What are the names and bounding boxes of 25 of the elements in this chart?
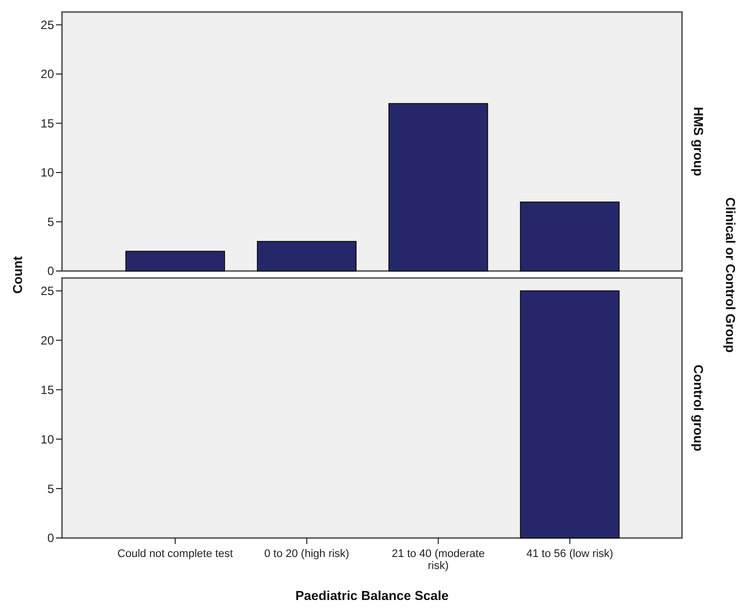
bar [125, 250, 226, 272]
x-tick-label: 0 to 20 (high risk) [264, 548, 350, 560]
y-tick-label: 20 [40, 67, 54, 82]
y-tick-label: 20 [40, 333, 54, 348]
y-tick-label: 15 [40, 382, 54, 397]
y-tick-label: 25 [40, 18, 54, 32]
y-tick-label: 0 [47, 531, 54, 546]
bar [520, 202, 620, 272]
y-axis-title: Count [10, 256, 25, 294]
x-tick-label: 41 to 56 (low risk) [526, 548, 614, 560]
text: HMS group [691, 106, 706, 176]
y-tick-label: 25 [40, 284, 54, 298]
bar [256, 240, 357, 272]
y-tick-label: 5 [47, 214, 54, 229]
y-tick-label: 15 [40, 116, 54, 130]
x-tick-label: Could not complete test [117, 548, 233, 560]
y-tick-label: 0 [47, 264, 54, 278]
text: Control group [691, 364, 706, 452]
y-tick-label: 10 [40, 432, 54, 446]
bar [388, 103, 488, 272]
y-tick-label: 10 [40, 166, 54, 180]
x-tick-label: 21 to 40 (moderate risk) [392, 548, 485, 572]
y2-axis-title: Clinical or Control Group [723, 197, 738, 353]
x-axis-title: Paediatric Balance Scale [295, 588, 449, 603]
y-tick-label: 5 [47, 482, 54, 496]
